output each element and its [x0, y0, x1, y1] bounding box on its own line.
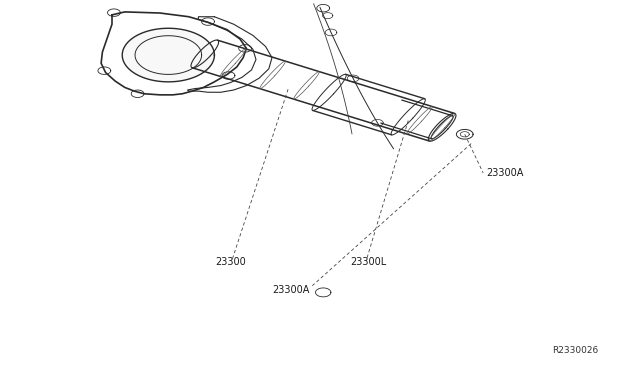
- Text: 23300A: 23300A: [273, 285, 310, 295]
- Polygon shape: [122, 28, 214, 82]
- Text: 23300: 23300: [215, 257, 246, 267]
- Text: 23300A: 23300A: [486, 168, 524, 178]
- Text: 23300L: 23300L: [350, 257, 386, 267]
- Polygon shape: [456, 129, 473, 139]
- Text: R2330026: R2330026: [552, 346, 598, 355]
- Polygon shape: [316, 288, 331, 297]
